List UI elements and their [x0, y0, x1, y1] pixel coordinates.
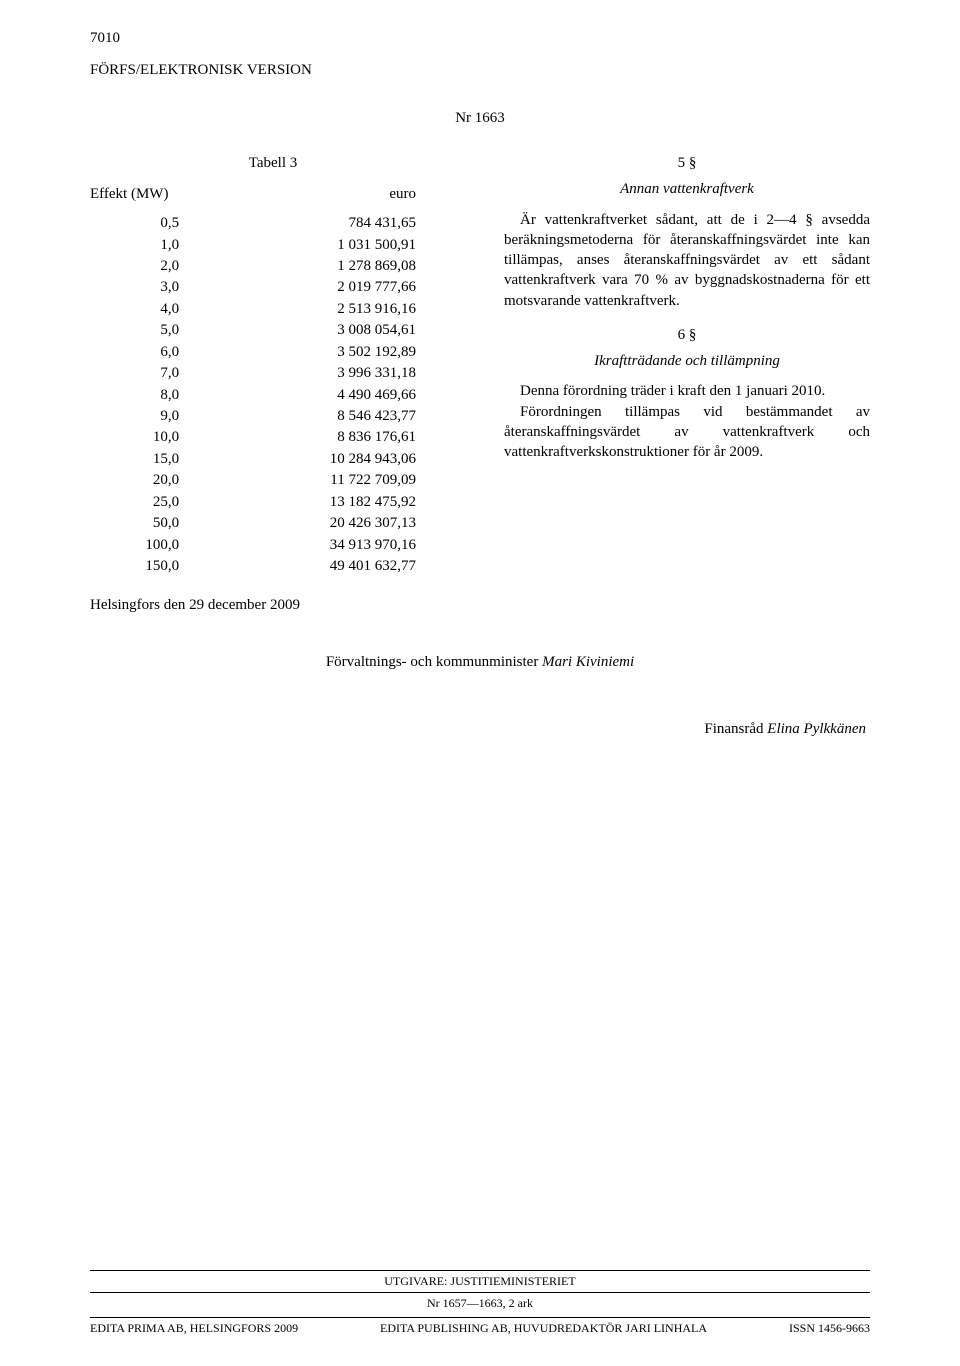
cell-euro: 8 836 176,61 [229, 427, 456, 448]
cell-effekt: 100,0 [90, 534, 229, 555]
cell-euro: 2 019 777,66 [229, 277, 456, 298]
table-row: 150,049 401 632,77 [90, 556, 456, 577]
table-row: 100,034 913 970,16 [90, 534, 456, 555]
cell-effekt: 50,0 [90, 513, 229, 534]
cell-euro: 34 913 970,16 [229, 534, 456, 555]
document-number: Nr 1663 [90, 110, 870, 127]
cell-euro: 1 278 869,08 [229, 255, 456, 276]
counsel-signature: Finansråd Elina Pylkkänen [90, 721, 870, 738]
cell-euro: 2 513 916,16 [229, 298, 456, 319]
cell-euro: 3 996 331,18 [229, 363, 456, 384]
table-row: 5,03 008 054,61 [90, 320, 456, 341]
footer-issue-range: Nr 1657—1663, 2 ark [90, 1292, 870, 1314]
section-6-paragraph-2: Förordningen tillämpas vid bestämmandet … [504, 402, 870, 463]
cell-effekt: 5,0 [90, 320, 229, 341]
cell-effekt: 3,0 [90, 277, 229, 298]
table-header-effekt: Effekt (MW) [90, 183, 229, 212]
cell-euro: 13 182 475,92 [229, 491, 456, 512]
cell-euro: 20 426 307,13 [229, 513, 456, 534]
minister-title: Förvaltnings- och kommunminister [326, 654, 542, 670]
right-column: 5 § Annan vattenkraftverk Är vattenkraft… [504, 153, 870, 577]
table-row: 50,020 426 307,13 [90, 513, 456, 534]
page: 7010 FÖRFS/ELEKTRONISK VERSION Nr 1663 T… [0, 0, 960, 1366]
page-footer: UTGIVARE: JUSTITIEMINISTERIET Nr 1657—16… [90, 1270, 870, 1336]
table-row: 8,04 490 469,66 [90, 384, 456, 405]
table-row: 9,08 546 423,77 [90, 405, 456, 426]
cell-effekt: 150,0 [90, 556, 229, 577]
counsel-name: Elina Pylkkänen [767, 721, 866, 737]
cell-effekt: 25,0 [90, 491, 229, 512]
header-line: FÖRFS/ELEKTRONISK VERSION [90, 62, 312, 79]
cell-euro: 11 722 709,09 [229, 470, 456, 491]
cell-effekt: 10,0 [90, 427, 229, 448]
cell-effekt: 1,0 [90, 234, 229, 255]
cell-euro: 3 008 054,61 [229, 320, 456, 341]
cell-effekt: 8,0 [90, 384, 229, 405]
cell-euro: 49 401 632,77 [229, 556, 456, 577]
table-row: 3,02 019 777,66 [90, 277, 456, 298]
cell-effekt: 20,0 [90, 470, 229, 491]
counsel-title: Finansråd [704, 721, 767, 737]
table-row: 4,02 513 916,16 [90, 298, 456, 319]
cell-effekt: 15,0 [90, 448, 229, 469]
section-6-paragraph-1: Denna förordning träder i kraft den 1 ja… [504, 381, 870, 401]
cell-euro: 4 490 469,66 [229, 384, 456, 405]
cell-effekt: 7,0 [90, 363, 229, 384]
table-row: 7,03 996 331,18 [90, 363, 456, 384]
table-row: 1,01 031 500,91 [90, 234, 456, 255]
place-date-line: Helsingfors den 29 december 2009 [90, 597, 870, 614]
table-row: 25,013 182 475,92 [90, 491, 456, 512]
footer-bottom-row: EDITA PRIMA AB, HELSINGFORS 2009 EDITA P… [90, 1317, 870, 1336]
cell-effekt: 2,0 [90, 255, 229, 276]
table-row: 6,03 502 192,89 [90, 341, 456, 362]
footer-left: EDITA PRIMA AB, HELSINGFORS 2009 [90, 1321, 298, 1336]
minister-signature: Förvaltnings- och kommunminister Mari Ki… [90, 654, 870, 671]
table-header-euro: euro [229, 183, 456, 212]
left-column: Tabell 3 Effekt (MW) euro 0,5784 431,65 … [90, 153, 456, 577]
section-6-number: 6 § [504, 325, 870, 345]
cell-effekt: 9,0 [90, 405, 229, 426]
footer-center: EDITA PUBLISHING AB, HUVUDREDAKTÖR JARI … [380, 1321, 707, 1336]
two-column-body: Tabell 3 Effekt (MW) euro 0,5784 431,65 … [90, 153, 870, 577]
cell-euro: 3 502 192,89 [229, 341, 456, 362]
minister-name: Mari Kiviniemi [542, 654, 634, 670]
data-table: Effekt (MW) euro 0,5784 431,65 1,01 031 … [90, 183, 456, 577]
cell-euro: 10 284 943,06 [229, 448, 456, 469]
page-number: 7010 [90, 30, 120, 47]
section-5-number: 5 § [504, 153, 870, 173]
table-row: 2,01 278 869,08 [90, 255, 456, 276]
cell-euro: 1 031 500,91 [229, 234, 456, 255]
cell-effekt: 0,5 [90, 213, 229, 234]
cell-effekt: 4,0 [90, 298, 229, 319]
table-body: 0,5784 431,65 1,01 031 500,91 2,01 278 8… [90, 213, 456, 577]
table-row: 20,011 722 709,09 [90, 470, 456, 491]
section-6-title: Ikraftträdande och tillämpning [504, 351, 870, 371]
table-row: 10,08 836 176,61 [90, 427, 456, 448]
cell-euro: 8 546 423,77 [229, 405, 456, 426]
cell-euro: 784 431,65 [229, 213, 456, 234]
cell-effekt: 6,0 [90, 341, 229, 362]
section-5-paragraph: Är vattenkraftverket sådant, att de i 2—… [504, 210, 870, 311]
table-caption: Tabell 3 [90, 153, 456, 173]
footer-right: ISSN 1456-9663 [789, 1321, 870, 1336]
table-row: 15,010 284 943,06 [90, 448, 456, 469]
table-row: 0,5784 431,65 [90, 213, 456, 234]
footer-publisher: UTGIVARE: JUSTITIEMINISTERIET [90, 1270, 870, 1289]
section-5-title: Annan vattenkraftverk [504, 179, 870, 199]
